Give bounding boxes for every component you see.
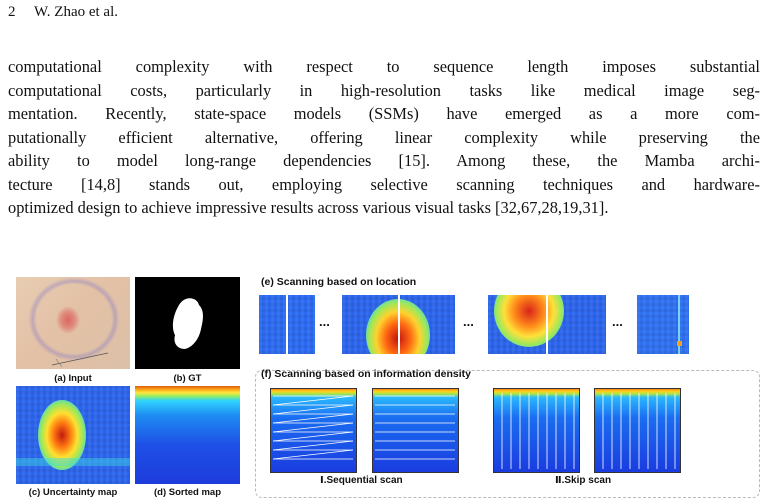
location-map-4 xyxy=(637,295,689,354)
running-authors: W. Zhao et al. xyxy=(34,4,119,20)
sorted-map-image xyxy=(135,386,240,484)
page-header: 2 W. Zhao et al. xyxy=(8,4,118,21)
figure: (a) Input (b) GT (c) Uncertainty map (d)… xyxy=(0,270,767,504)
gt-lesion-shape xyxy=(172,298,203,349)
ellipsis: ... xyxy=(463,314,474,329)
ellipsis: ... xyxy=(319,314,330,329)
uncertainty-map-image xyxy=(16,386,130,484)
sequential-scan-label: Ⅰ.Sequential scan xyxy=(320,475,403,486)
density-scan-container xyxy=(255,370,760,498)
paragraph-line: mentation. Recently, state-space models … xyxy=(8,104,760,123)
skip-scan-map-2 xyxy=(594,388,681,473)
location-scanning-title: (e) Scanning based on location xyxy=(261,276,417,288)
location-map-3 xyxy=(488,295,606,354)
caption-input: (a) Input xyxy=(54,373,92,384)
input-image xyxy=(16,277,130,369)
location-map-2 xyxy=(342,295,455,354)
skip-scan-map-1 xyxy=(493,388,580,473)
paragraph-line: computational complexity with respect to… xyxy=(8,57,760,76)
sequential-scan-arrows xyxy=(272,395,354,460)
skip-scan-arrows xyxy=(602,393,676,469)
ellipsis: ... xyxy=(612,314,623,329)
location-map-1 xyxy=(259,295,315,354)
gt-mask-image xyxy=(135,277,240,369)
sequential-scan-arrows xyxy=(375,395,455,460)
caption-gt: (b) GT xyxy=(173,373,202,384)
skip-scan-label: Ⅱ.Skip scan xyxy=(555,475,612,486)
sequential-scan-map-1 xyxy=(270,388,357,473)
paragraph-line: tecture [14,8] stands out, employing sel… xyxy=(8,174,760,194)
paragraph-line: optimized design to achieve impressive r… xyxy=(8,198,609,217)
paragraph-line: computational costs, particularly in hig… xyxy=(8,80,760,100)
skip-scan-arrows xyxy=(501,393,575,469)
page-number: 2 xyxy=(8,4,16,20)
paragraph-line: ability to model long-range dependencies… xyxy=(8,151,760,170)
density-scanning-title: (f) Scanning based on information densit… xyxy=(261,368,472,380)
body-paragraph: computational complexity with respect to… xyxy=(8,55,760,220)
input-hair-lines xyxy=(51,352,109,368)
sequential-scan-map-2 xyxy=(372,388,459,473)
caption-uncertainty: (c) Uncertainty map xyxy=(28,487,118,498)
caption-sorted: (d) Sorted map xyxy=(153,487,222,498)
paragraph-line: putationally efficient alternative, offe… xyxy=(8,127,760,147)
